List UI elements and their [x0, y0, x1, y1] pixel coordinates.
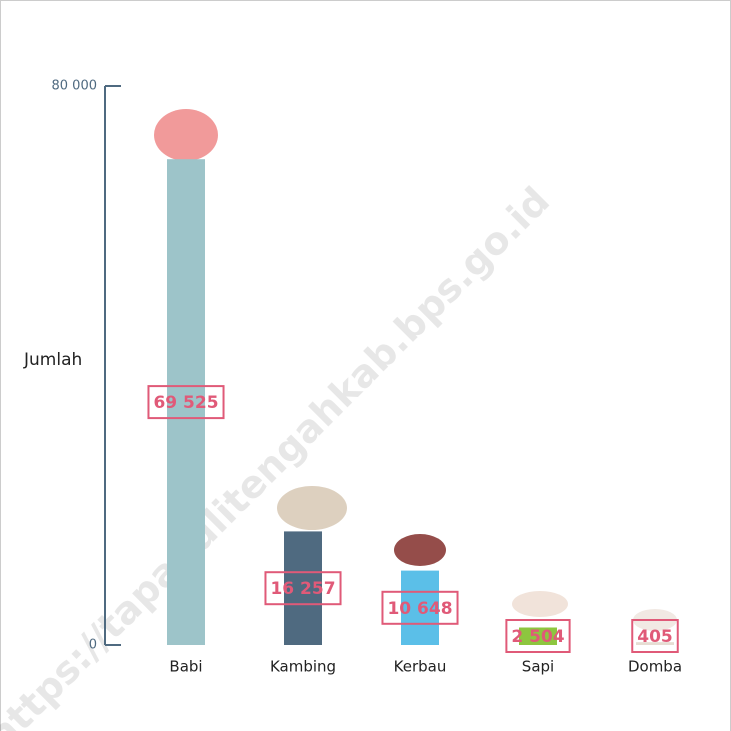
- value-label-box: [264, 571, 342, 606]
- y-tick-label: 80 000: [52, 79, 98, 94]
- bar: [167, 159, 205, 645]
- value-label: 2 504: [511, 627, 564, 647]
- cow-icon: [512, 591, 568, 617]
- bar: [284, 531, 322, 645]
- y-tick-label: 0: [89, 638, 97, 653]
- decorations: [154, 109, 677, 631]
- value-label-box: [631, 619, 679, 653]
- pig-icon: [154, 109, 218, 161]
- goat-icon: [277, 486, 347, 530]
- value-label: 69 525: [153, 393, 218, 413]
- watermark: https://tapanulitengahkab.bps.go.id: [0, 178, 558, 731]
- value-label: 10 648: [387, 599, 452, 619]
- bar: [401, 570, 439, 645]
- value-label-box: [505, 619, 571, 653]
- value-label-box: [381, 590, 459, 625]
- bar: [519, 627, 557, 645]
- x-tick-label: Kerbau: [394, 658, 447, 676]
- x-tick-label: Kambing: [270, 658, 336, 676]
- x-tick-label: Domba: [628, 658, 682, 676]
- buffalo-icon: [394, 534, 446, 566]
- x-tick-label: Sapi: [522, 658, 554, 676]
- bar: [636, 642, 674, 645]
- value-label: 405: [637, 627, 673, 647]
- value-label: 16 257: [270, 579, 335, 599]
- y-axis-label: Jumlah: [23, 350, 82, 370]
- value-label-box: [147, 385, 225, 420]
- x-tick-label: Babi: [169, 658, 202, 676]
